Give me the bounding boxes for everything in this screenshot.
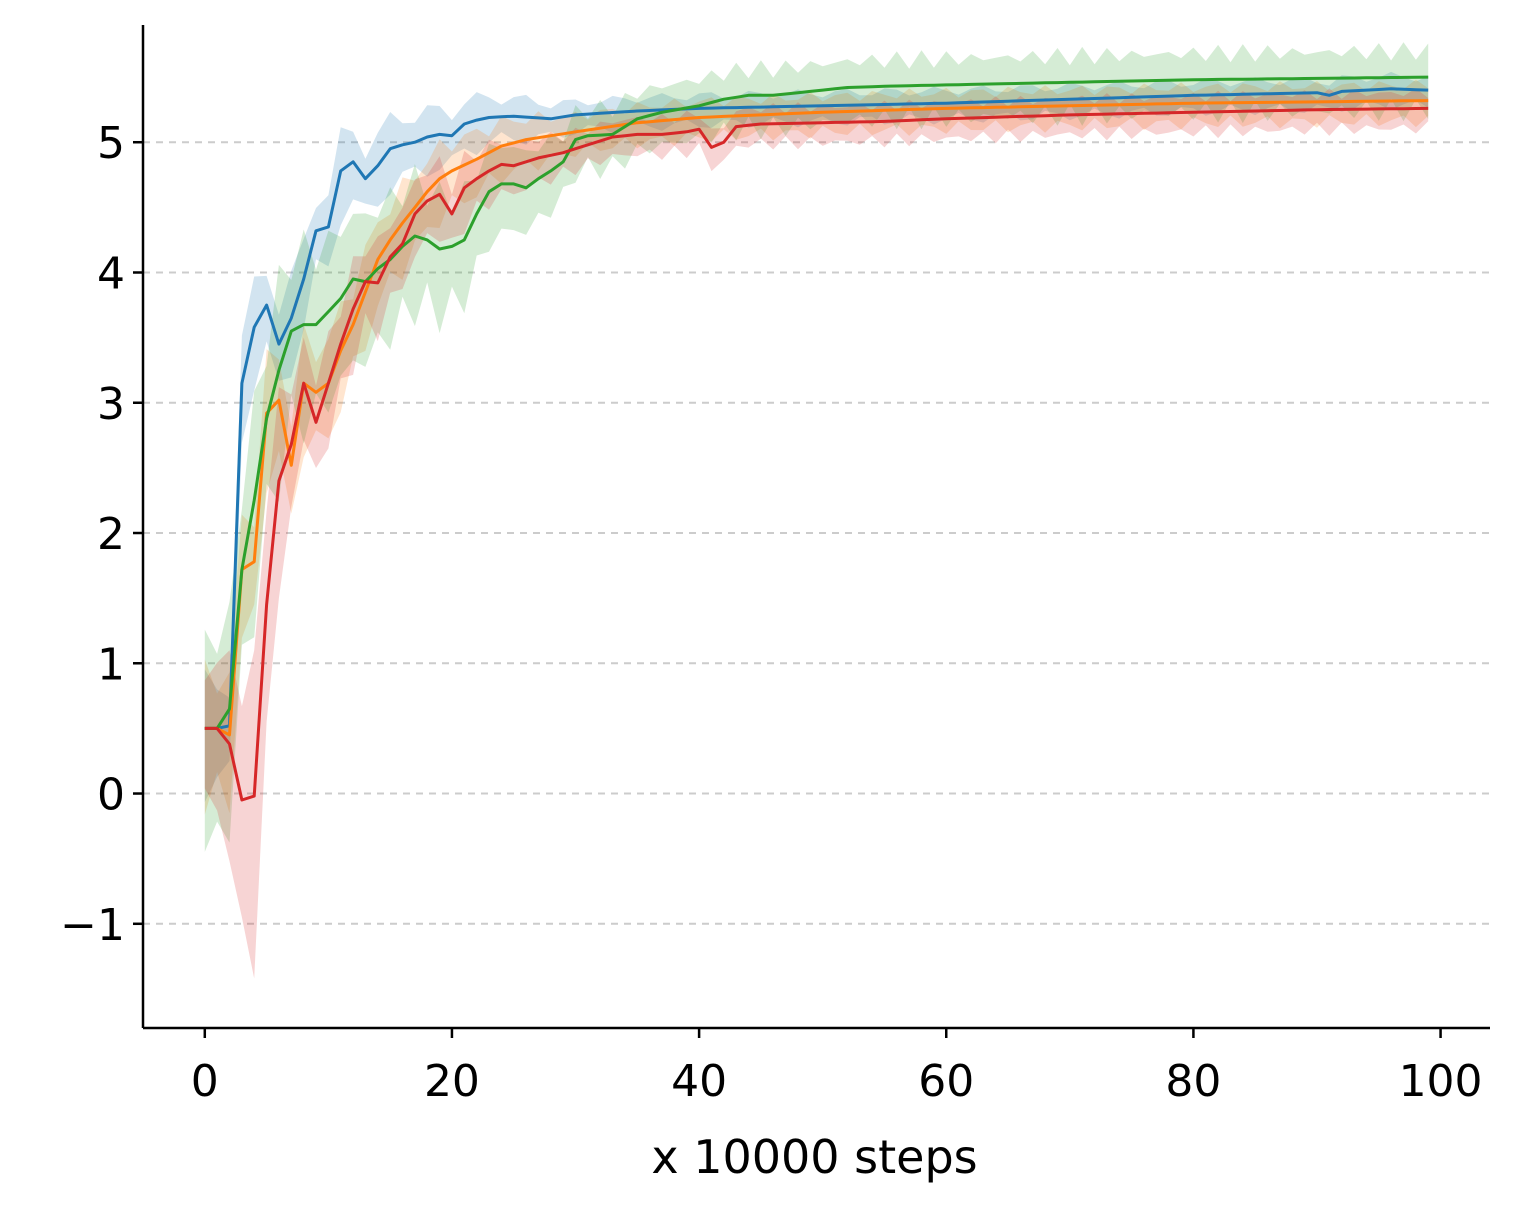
series-line-1	[204, 99, 1429, 737]
y-tick-label: 1	[97, 639, 125, 690]
series-line-3	[204, 106, 1429, 802]
confidence-bands	[204, 42, 1429, 979]
series-lines	[204, 75, 1429, 802]
series-line-0	[204, 87, 1429, 730]
series-band-0	[204, 71, 1429, 803]
y-tick-label: −1	[60, 900, 125, 951]
x-tick-label: 100	[1399, 1056, 1483, 1107]
x-tick-label: 0	[191, 1056, 219, 1107]
y-tick-label: 5	[97, 118, 125, 169]
x-tick-label: 60	[918, 1056, 974, 1107]
y-tick-label: 2	[97, 509, 125, 560]
x-tick-label: 40	[671, 1056, 727, 1107]
x-tick-label: 80	[1165, 1056, 1221, 1107]
y-tick-label: 3	[97, 379, 125, 430]
series-line-2	[204, 75, 1429, 730]
ticks: −1 0 1 2 3 4 5 0 20 40 60 80 100	[60, 118, 1482, 1107]
y-tick-label: 0	[97, 770, 125, 821]
y-tick-label: 4	[97, 248, 125, 299]
x-axis-title: x 10000 steps	[651, 1130, 977, 1184]
x-tick-label: 20	[424, 1056, 480, 1107]
axes	[141, 25, 1490, 1030]
y-gridlines	[143, 141, 1490, 925]
